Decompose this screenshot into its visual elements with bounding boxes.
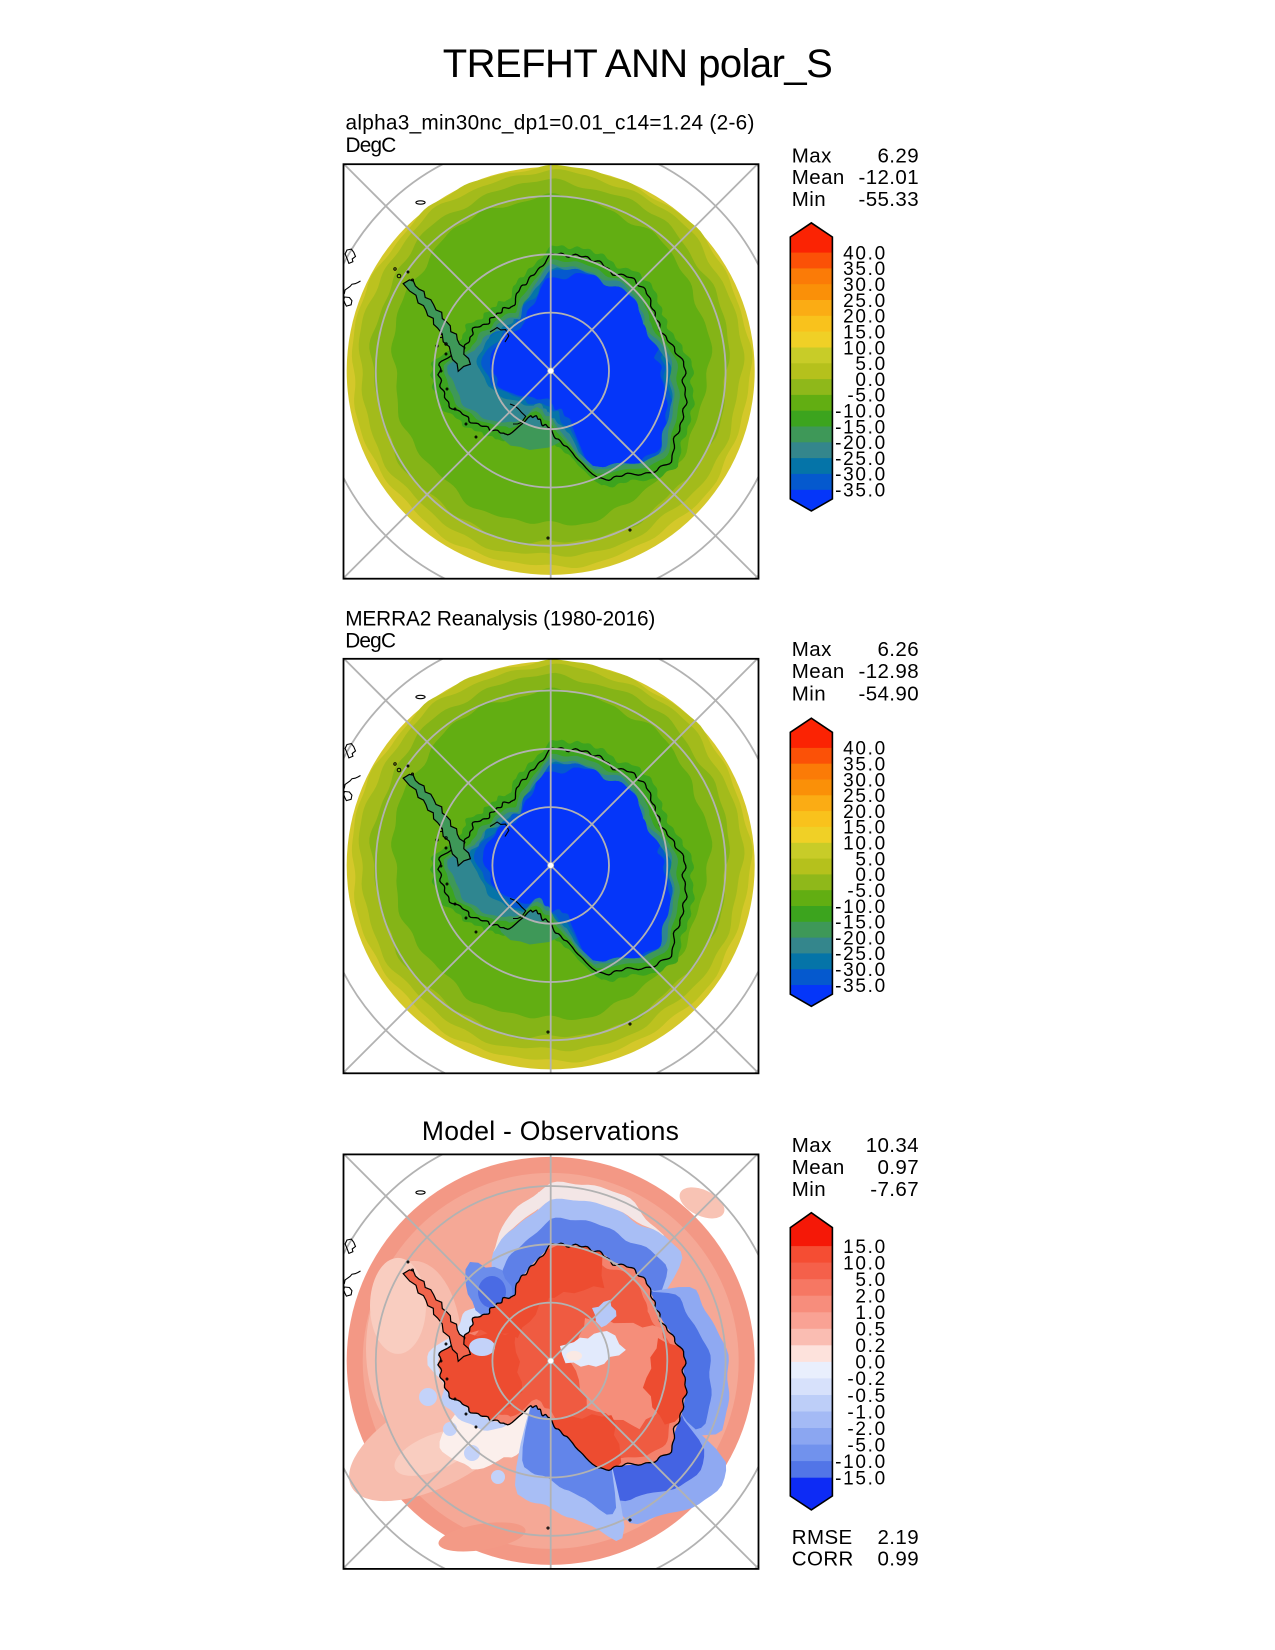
svg-text:Mean: Mean: [792, 166, 845, 189]
svg-text:-30.0: -30.0: [835, 960, 887, 981]
svg-text:-0.2: -0.2: [847, 1369, 887, 1390]
svg-text:2.19: 2.19: [878, 1526, 920, 1549]
svg-text:0.0: 0.0: [855, 865, 887, 886]
svg-text:Min: Min: [792, 682, 826, 705]
svg-text:-7.67: -7.67: [870, 1178, 919, 1201]
svg-text:DegC: DegC: [346, 134, 397, 157]
svg-text:alpha3_min30nc_dp1=0.01_c14=1.: alpha3_min30nc_dp1=0.01_c14=1.24 (2-6): [346, 111, 755, 134]
svg-text:0.5: 0.5: [855, 1320, 887, 1341]
svg-text:40.0: 40.0: [843, 243, 887, 264]
svg-text:-1.0: -1.0: [847, 1402, 887, 1423]
svg-text:-12.98: -12.98: [858, 660, 919, 683]
svg-text:Mean: Mean: [792, 660, 845, 683]
svg-text:Model - Observations: Model - Observations: [422, 1116, 679, 1146]
svg-text:-2.0: -2.0: [847, 1419, 887, 1440]
svg-text:15.0: 15.0: [843, 1237, 887, 1258]
svg-text:-0.5: -0.5: [847, 1386, 887, 1407]
svg-text:6.29: 6.29: [878, 144, 920, 167]
svg-text:-35.0: -35.0: [835, 481, 887, 502]
svg-text:10.0: 10.0: [843, 1253, 887, 1274]
svg-text:Max: Max: [792, 144, 832, 167]
svg-text:35.0: 35.0: [843, 259, 887, 280]
svg-text:30.0: 30.0: [843, 275, 887, 296]
svg-text:Min: Min: [792, 188, 826, 211]
svg-text:-54.90: -54.90: [858, 682, 919, 705]
svg-text:Mean: Mean: [792, 1156, 845, 1179]
svg-text:10.0: 10.0: [843, 834, 887, 855]
svg-text:6.26: 6.26: [878, 638, 920, 661]
svg-text:DegC: DegC: [345, 630, 396, 653]
svg-text:25.0: 25.0: [843, 291, 887, 312]
svg-text:15.0: 15.0: [843, 818, 887, 839]
svg-text:25.0: 25.0: [843, 786, 887, 807]
svg-text:0.97: 0.97: [878, 1156, 920, 1179]
svg-text:20.0: 20.0: [843, 307, 887, 328]
svg-text:TREFHT ANN polar_S: TREFHT ANN polar_S: [443, 42, 832, 86]
svg-text:-5.0: -5.0: [847, 881, 887, 902]
svg-text:-10.0: -10.0: [835, 402, 887, 423]
svg-text:1.0: 1.0: [855, 1303, 887, 1324]
svg-text:15.0: 15.0: [843, 322, 887, 343]
svg-text:CORR: CORR: [792, 1548, 854, 1571]
svg-text:0.2: 0.2: [855, 1336, 887, 1357]
svg-text:10.34: 10.34: [866, 1134, 919, 1157]
svg-text:0.99: 0.99: [878, 1548, 920, 1571]
svg-text:30.0: 30.0: [843, 770, 887, 791]
svg-text:20.0: 20.0: [843, 802, 887, 823]
svg-text:-20.0: -20.0: [835, 928, 887, 949]
svg-text:40.0: 40.0: [843, 739, 887, 760]
svg-text:Min: Min: [792, 1178, 826, 1201]
svg-text:-30.0: -30.0: [835, 465, 887, 486]
svg-text:-5.0: -5.0: [847, 1435, 887, 1456]
svg-text:-55.33: -55.33: [858, 188, 919, 211]
svg-text:5.0: 5.0: [855, 1270, 887, 1291]
svg-text:10.0: 10.0: [843, 338, 887, 359]
svg-text:0.0: 0.0: [855, 1353, 887, 1374]
svg-text:Max: Max: [792, 638, 832, 661]
svg-text:-12.01: -12.01: [858, 166, 919, 189]
svg-text:5.0: 5.0: [855, 354, 887, 375]
svg-text:5.0: 5.0: [855, 849, 887, 870]
svg-text:RMSE: RMSE: [792, 1526, 853, 1549]
svg-text:-25.0: -25.0: [835, 449, 887, 470]
svg-text:-10.0: -10.0: [835, 1452, 887, 1473]
svg-text:-15.0: -15.0: [835, 1469, 887, 1490]
svg-text:0.0: 0.0: [855, 370, 887, 391]
svg-text:-5.0: -5.0: [847, 386, 887, 407]
svg-text:-10.0: -10.0: [835, 897, 887, 918]
svg-text:-20.0: -20.0: [835, 433, 887, 454]
svg-text:-35.0: -35.0: [835, 976, 887, 997]
svg-text:Max: Max: [792, 1134, 832, 1157]
svg-text:-15.0: -15.0: [835, 913, 887, 934]
svg-text:-15.0: -15.0: [835, 417, 887, 438]
svg-text:2.0: 2.0: [855, 1287, 887, 1308]
svg-text:MERRA2 Reanalysis (1980-2016): MERRA2 Reanalysis (1980-2016): [345, 607, 655, 630]
svg-text:-25.0: -25.0: [835, 944, 887, 965]
svg-text:35.0: 35.0: [843, 755, 887, 776]
